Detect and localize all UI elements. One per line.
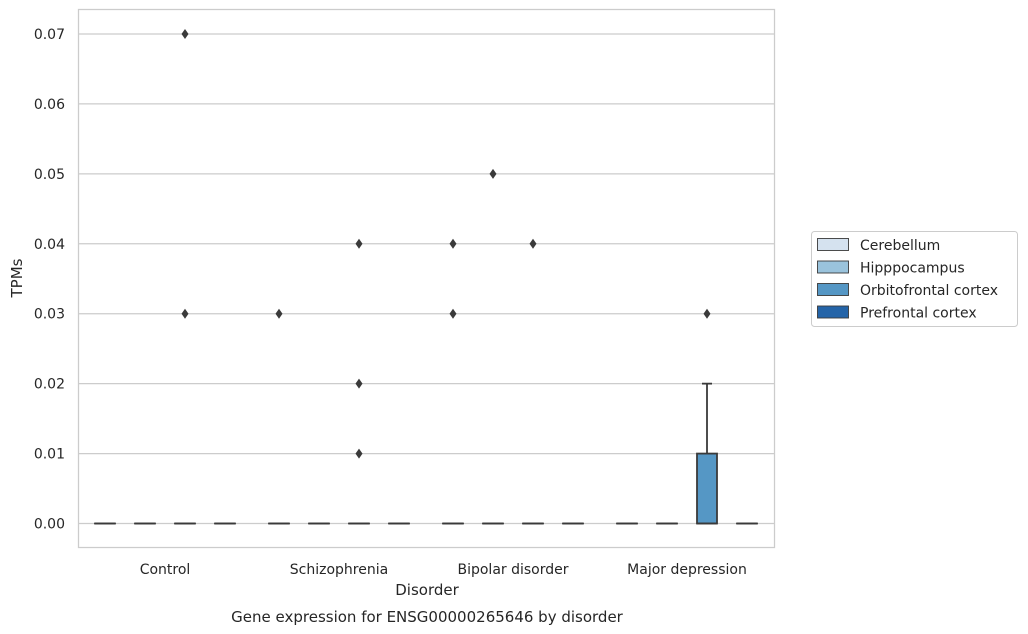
outlier-point xyxy=(181,29,189,39)
y-tick-label: 0.07 xyxy=(34,27,65,43)
legend-item: Cerebellum xyxy=(817,238,940,254)
box-group xyxy=(442,238,464,525)
legend-item: Prefrontal cortex xyxy=(817,305,977,322)
box-group xyxy=(522,238,544,525)
legend: Cerebellum Hipppocampus Orbitofrontal cort… xyxy=(811,231,1018,327)
y-tick-label: 0.01 xyxy=(34,447,65,463)
legend-swatch xyxy=(817,260,849,274)
outlier-point xyxy=(449,308,457,319)
box-group xyxy=(174,29,196,525)
x-tick-label: Schizophrenia xyxy=(290,562,388,578)
legend-label: Cerebellum xyxy=(860,238,940,254)
box-group xyxy=(268,308,290,525)
box-group xyxy=(482,168,504,525)
plot-frame xyxy=(77,8,776,549)
legend-label: Orbitofrontal cortex xyxy=(860,283,998,299)
box-group xyxy=(696,308,718,525)
y-tick-label: 0.00 xyxy=(34,517,65,533)
box-series xyxy=(94,29,758,525)
box-group xyxy=(348,238,370,525)
x-tick-label: Control xyxy=(140,562,191,578)
y-tick-label: 0.06 xyxy=(34,97,65,113)
outlier-point xyxy=(355,378,363,389)
outlier-point xyxy=(275,308,283,319)
outlier-point xyxy=(703,308,711,319)
y-axis-title: TPMs xyxy=(8,258,26,298)
y-tick-label: 0.03 xyxy=(34,307,65,323)
x-tick-labels: Control Schizophrenia Bipolar disorder Majo… xyxy=(140,562,747,578)
y-tick-labels: 0.00 0.01 0.02 0.03 0.04 0.05 0.06 0.07 xyxy=(34,27,65,533)
legend-swatch xyxy=(817,238,849,251)
y-tick-label: 0.05 xyxy=(34,167,65,183)
outlier-point xyxy=(449,238,457,249)
x-axis-title: Disorder xyxy=(395,581,459,599)
box xyxy=(696,452,718,525)
y-tick-label: 0.04 xyxy=(34,237,65,253)
legend-item: Hipppocampus xyxy=(817,260,965,277)
outlier-point xyxy=(181,308,189,319)
legend-swatch xyxy=(817,283,849,296)
outlier-point xyxy=(529,238,537,249)
outlier-point xyxy=(355,238,363,249)
outlier-point xyxy=(355,448,363,459)
chart-caption: Gene expression for ENSG00000265646 by d… xyxy=(231,608,624,626)
legend-item: Orbitofrontal cortex xyxy=(817,283,998,299)
y-tick-label: 0.02 xyxy=(34,377,65,393)
legend-label: Prefrontal cortex xyxy=(860,306,977,322)
legend-label: Hipppocampus xyxy=(860,261,965,277)
x-tick-label: Major depression xyxy=(627,562,747,578)
legend-frame xyxy=(811,231,1018,327)
x-tick-label: Bipolar disorder xyxy=(457,562,568,578)
outlier-point xyxy=(489,168,497,179)
legend-swatch xyxy=(817,305,849,319)
